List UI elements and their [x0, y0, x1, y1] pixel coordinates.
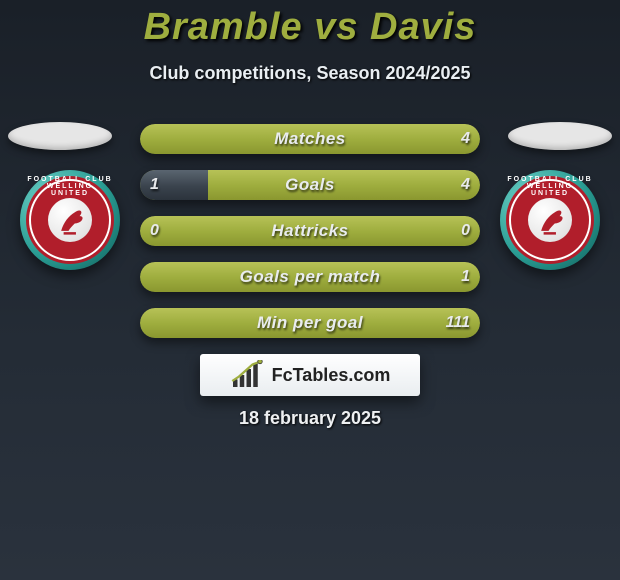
player1-name: Bramble [144, 6, 303, 48]
club-crest-right: WELLING UNITED FOOTBALL CLUB [500, 170, 600, 270]
stat-label: Goals per match [140, 262, 480, 292]
stat-right-value: 111 [446, 308, 470, 338]
stat-right-value: 1 [461, 262, 470, 292]
stat-right-value: 0 [461, 216, 470, 246]
brand-badge: FcTables.com [200, 354, 420, 396]
flag-left [8, 122, 112, 150]
stat-bar: Matches4 [140, 124, 480, 154]
vs-text: vs [314, 6, 358, 48]
stat-right-value: 4 [461, 124, 470, 154]
brand-text: FcTables.com [272, 365, 391, 386]
date-text: 18 february 2025 [0, 408, 620, 429]
stat-label: Goals [140, 170, 480, 200]
stat-label: Min per goal [140, 308, 480, 338]
stats-bars: Matches41Goals40Hattricks0Goals per matc… [140, 124, 480, 354]
club-crest-left: WELLING UNITED FOOTBALL CLUB [20, 170, 120, 270]
flag-right [508, 122, 612, 150]
brand-chart-icon [230, 360, 266, 390]
horse-icon [535, 205, 566, 236]
stat-bar: Goals per match1 [140, 262, 480, 292]
stat-bar: 1Goals4 [140, 170, 480, 200]
stat-right-value: 4 [461, 170, 470, 200]
stat-bar: 0Hattricks0 [140, 216, 480, 246]
page-title: Bramble vs Davis [0, 0, 620, 49]
stat-bar: Min per goal111 [140, 308, 480, 338]
stat-label: Hattricks [140, 216, 480, 246]
stat-label: Matches [140, 124, 480, 154]
player2-name: Davis [370, 6, 476, 48]
subtitle: Club competitions, Season 2024/2025 [0, 63, 620, 84]
horse-icon [55, 205, 86, 236]
